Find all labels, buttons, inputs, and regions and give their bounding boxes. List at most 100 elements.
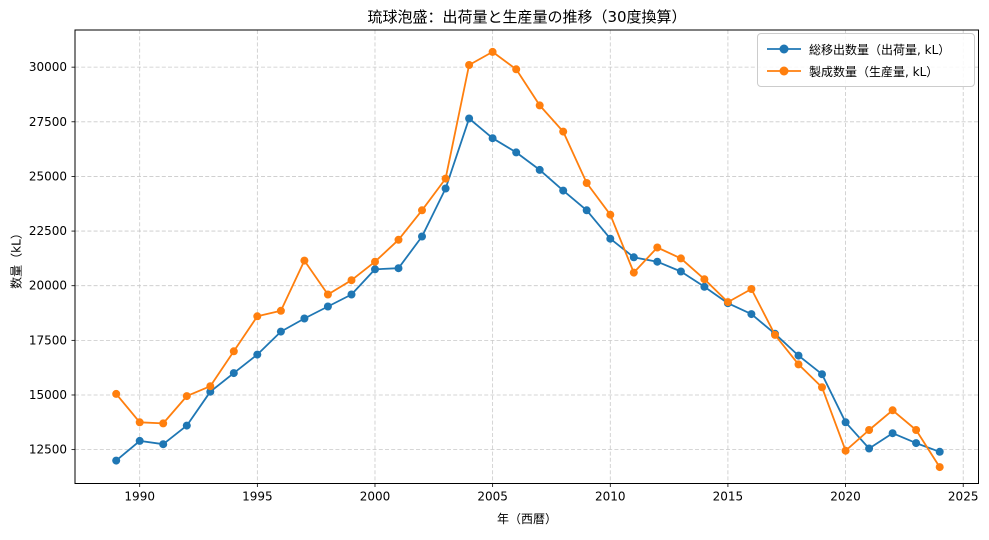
data-point-shipments [653,257,662,266]
data-point-production [300,256,309,265]
data-point-shipments [112,456,121,465]
series-production [112,47,944,472]
data-point-production [159,419,168,428]
data-point-shipments [912,439,921,448]
data-point-production [229,347,238,356]
data-point-shipments [465,114,474,123]
data-point-production [418,206,426,215]
x-tick-label: 2025 [948,490,979,504]
data-point-shipments [559,186,568,195]
data-point-production [394,235,403,244]
x-tick-label: 2000 [360,490,391,504]
data-point-shipments [535,165,544,174]
legend-line-dot-icon [767,44,801,54]
x-tick-label: 2020 [830,490,861,504]
data-point-shipments [371,265,379,274]
y-axis-label: 数量（kL） [9,227,24,289]
y-tick-label: 17500 [29,333,67,347]
chart-title: 琉球泡盛：出荷量と生産量の推移（30度換算） [367,8,687,26]
data-point-shipments [818,370,826,379]
series-production-line [115,51,941,468]
data-point-production [771,330,779,339]
data-point-shipments [229,369,238,378]
data-point-shipments [159,440,168,449]
data-point-production [794,360,803,369]
legend-line-dot-icon [767,66,801,76]
data-point-production [441,174,450,183]
data-point-production [488,47,497,56]
data-point-production [465,61,474,69]
data-point-shipments [794,351,803,360]
x-axis: 1990 1995 2000 2005 2010 2015 2020 2025 [124,483,979,504]
data-point-shipments [441,184,450,193]
data-point-production [512,65,521,74]
data-point-shipments [488,134,497,143]
data-point-production [135,418,144,427]
data-point-shipments [865,444,874,453]
data-point-shipments [253,350,262,359]
y-tick-label: 25000 [29,169,67,183]
data-point-production [653,243,662,252]
data-point-shipments [512,148,521,157]
data-point-shipments [747,310,756,319]
data-point-shipments [888,429,897,438]
data-point-production [276,306,285,315]
x-tick-label: 1990 [124,490,155,504]
data-point-production [723,298,732,307]
data-point-shipments [418,232,426,241]
series-shipments [112,114,944,465]
data-point-shipments [182,421,191,430]
y-tick-label: 12500 [29,443,67,457]
data-point-production [841,446,850,455]
data-point-production [112,389,121,398]
y-tick-label: 20000 [29,279,67,293]
data-point-shipments [582,206,591,215]
legend-label-production: 製成数量（生産量, kL） [809,64,939,79]
legend-label-shipments: 総移出数量（出荷量, kL） [809,42,951,57]
y-axis: 12500 15000 17500 20000 22500 25000 27500 30000 [29,60,75,457]
data-point-shipments [700,282,709,291]
data-point-production [253,312,262,321]
data-point-shipments [394,264,403,273]
data-point-production [700,275,709,284]
data-point-production [559,127,568,136]
data-point-production [182,392,191,401]
data-point-production [371,257,379,266]
x-tick-label: 2010 [595,490,626,504]
legend-item-production: 製成数量（生産量, kL） [766,63,966,80]
data-point-production [323,290,332,299]
x-tick-label: 2005 [477,490,508,504]
data-point-production [582,179,591,187]
data-point-shipments [323,302,332,311]
data-point-production [888,406,897,415]
data-point-shipments [935,447,944,456]
data-point-shipments [606,234,615,243]
data-point-shipments [676,267,685,276]
data-point-production [347,276,356,285]
data-point-shipments [276,327,285,336]
data-point-shipments [629,253,638,262]
data-point-shipments [347,290,356,299]
data-point-production [535,101,544,110]
legend-item-shipments: 総移出数量（出荷量, kL） [766,41,966,58]
series-shipments-line [115,117,941,462]
x-axis-label: 年（西暦） [496,512,557,526]
data-point-production [935,463,944,472]
data-point-shipments [206,387,215,396]
x-tick-label: 2015 [713,490,744,504]
y-tick-label: 22500 [29,224,67,238]
data-point-shipments [841,418,850,427]
data-point-shipments [135,436,144,445]
legend: 総移出数量（出荷量, kL） 製成数量（生産量, kL） [757,33,975,87]
data-point-production [912,426,921,434]
data-point-production [818,383,826,392]
y-tick-label: 15000 [29,388,67,402]
data-point-production [629,268,638,277]
data-point-production [206,382,215,391]
y-tick-label: 30000 [29,60,67,74]
plot-border [74,29,979,484]
data-point-shipments [300,314,309,323]
x-tick-label: 1995 [242,490,273,504]
